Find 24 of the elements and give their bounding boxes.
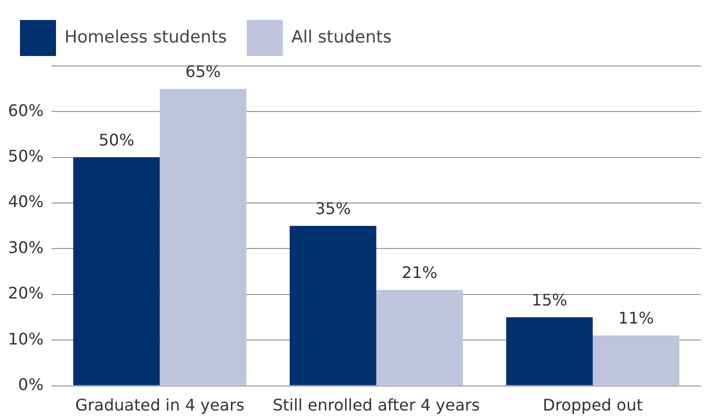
y-tick-label: 0% xyxy=(18,374,44,394)
bar xyxy=(376,290,463,386)
bar xyxy=(73,157,160,386)
bar xyxy=(592,336,680,386)
legend-label: All students xyxy=(291,27,392,48)
bar xyxy=(160,88,246,386)
bar xyxy=(506,317,593,386)
legend-label: Homeless students xyxy=(64,27,227,48)
x-tick-label: Still enrolled after 4 years xyxy=(272,396,480,415)
y-tick-label: 10% xyxy=(8,329,44,348)
data-label: 50% xyxy=(98,130,134,150)
data-label: 11% xyxy=(618,308,654,328)
data-label: 35% xyxy=(315,199,351,218)
bar xyxy=(290,226,376,386)
y-tick-label: 60% xyxy=(8,100,44,120)
x-tick-label: Graduated in 4 years xyxy=(75,396,244,415)
x-tick-label: Dropped out xyxy=(542,396,643,415)
data-label: 15% xyxy=(532,290,568,310)
y-tick-label: 40% xyxy=(8,192,44,212)
y-tick-label: 50% xyxy=(8,146,44,166)
y-tick-label: 20% xyxy=(8,284,44,303)
data-label: 21% xyxy=(402,263,438,282)
data-label: 65% xyxy=(185,62,221,81)
y-tick-label: 30% xyxy=(8,238,44,257)
